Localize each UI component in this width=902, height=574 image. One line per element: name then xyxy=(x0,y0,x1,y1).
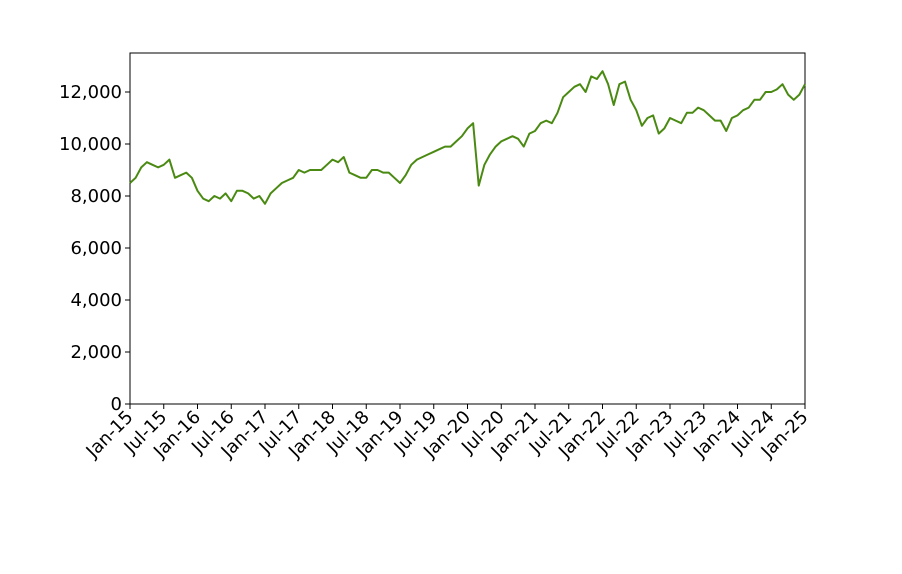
y-tick-label: 12,000 xyxy=(59,82,122,103)
y-tick-label: 6,000 xyxy=(70,238,122,259)
y-tick-label: 10,000 xyxy=(59,134,122,155)
series-line xyxy=(129,70,806,205)
y-tick-label: 0 xyxy=(111,394,122,415)
plot-frame xyxy=(129,52,806,405)
y-tick-label: 8,000 xyxy=(70,186,122,207)
y-tick-label: 4,000 xyxy=(70,290,122,311)
y-tick-label: 2,000 xyxy=(70,342,122,363)
